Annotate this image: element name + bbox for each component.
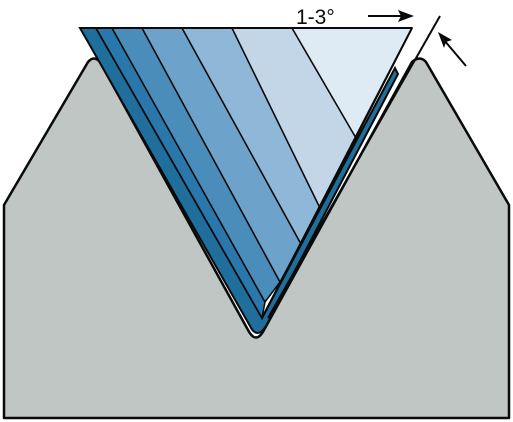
arrow-diag-shaft [443,39,467,67]
angle-label: 1-3° [296,6,335,29]
tool-coating-outer [78,27,400,334]
clearance-reference-line [267,15,441,319]
arrow-diag-icon [438,32,452,48]
arrow-right-icon [398,10,414,22]
tool-right-flank [261,27,413,319]
cutting-tool [78,27,414,334]
workpiece [2,57,511,420]
angle-arrows [368,10,467,67]
